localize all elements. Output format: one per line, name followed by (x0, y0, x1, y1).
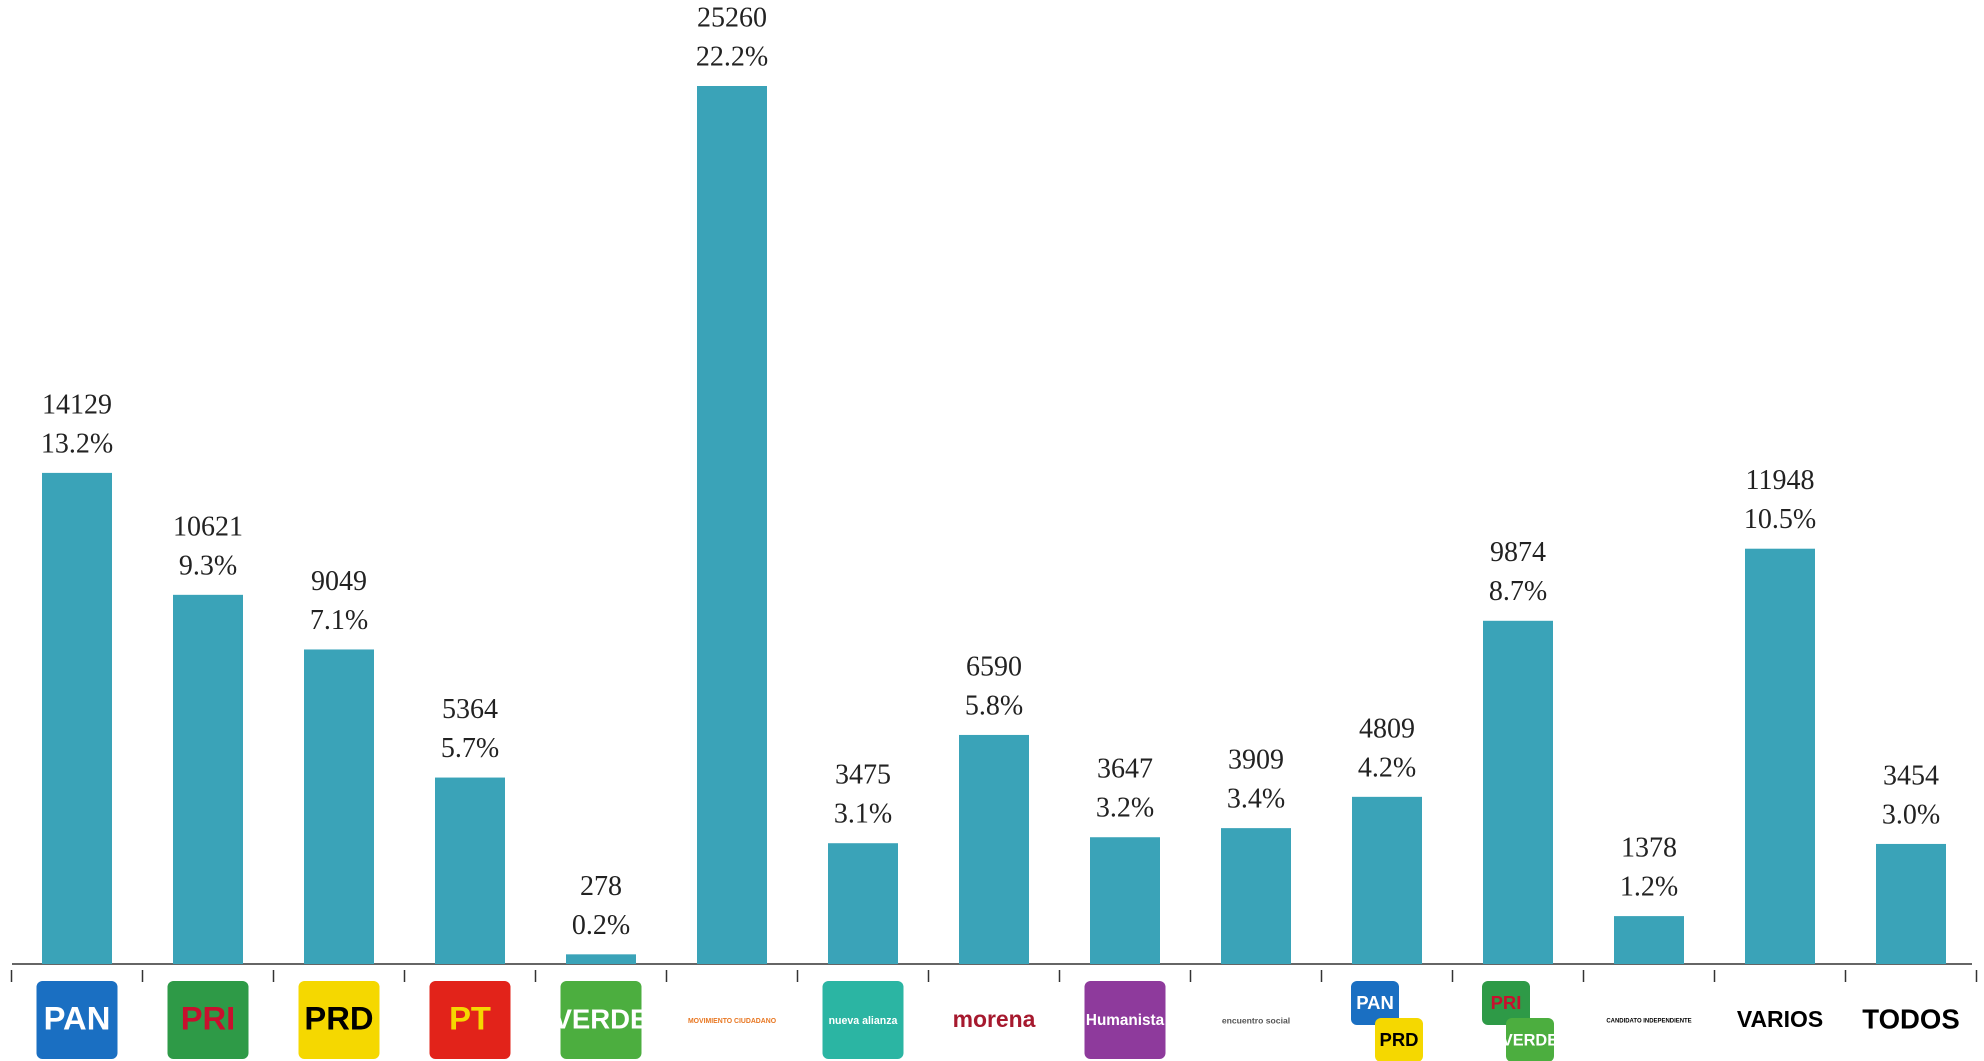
percent-label: 22.2% (696, 41, 768, 72)
category-label: TODOS (1862, 1003, 1959, 1034)
percent-label: 1.2% (1620, 872, 1678, 903)
percent-label: 3.4% (1227, 784, 1285, 815)
bar (1090, 837, 1160, 964)
value-label: 11948 (1746, 465, 1815, 496)
party-logo (691, 981, 773, 1059)
category-label: VARIOS (1737, 1006, 1823, 1032)
bar (42, 472, 112, 964)
category-label: PAN (1356, 992, 1394, 1013)
percent-label: 3.0% (1882, 799, 1940, 830)
category-label: morena (953, 1006, 1036, 1032)
party-logo (822, 981, 904, 1059)
category-label: encuentro social (1222, 1015, 1290, 1025)
category-label: PRI (1491, 992, 1522, 1013)
percent-label: 5.7% (441, 733, 499, 764)
bar (1614, 916, 1684, 964)
party-logo (1084, 981, 1166, 1059)
category-label: MOVIMIENTO CIUDADANO (688, 1018, 777, 1025)
party-logo (1215, 981, 1297, 1059)
value-label: 3909 (1228, 745, 1284, 776)
category-label: CANDIDATO INDEPENDIENTE (1606, 1019, 1691, 1025)
value-label: 4809 (1359, 713, 1415, 744)
bar (697, 86, 767, 964)
party-logo (298, 981, 380, 1059)
value-label: 9874 (1490, 537, 1546, 568)
party-logo (1870, 981, 1952, 1059)
bar (566, 954, 636, 964)
value-label: 278 (580, 871, 622, 902)
category-label: nueva alianza (829, 1015, 898, 1027)
bar (1352, 796, 1422, 964)
party-logo (1739, 981, 1821, 1059)
party-logo (1608, 981, 1690, 1059)
category-label: PAN (44, 1000, 111, 1037)
party-logo (1482, 981, 1530, 1025)
value-label: 3475 (835, 760, 891, 791)
value-label: 10621 (173, 511, 243, 542)
percent-label: 13.2% (41, 428, 113, 459)
percent-label: 3.1% (834, 799, 892, 830)
value-label: 5364 (442, 694, 498, 725)
bar (173, 594, 243, 964)
percent-label: 3.2% (1096, 793, 1154, 824)
party-logo (560, 981, 642, 1059)
category-label: VERDE (554, 1003, 649, 1034)
percent-label: 9.3% (179, 550, 237, 581)
bar (1876, 843, 1946, 964)
category-label: PRI (181, 1000, 236, 1037)
value-label: 9049 (311, 566, 367, 597)
party-logo (1506, 1018, 1554, 1061)
party-logo (953, 981, 1035, 1059)
percent-label: 10.5% (1744, 504, 1816, 535)
value-label: 1378 (1621, 833, 1677, 864)
bar (1483, 620, 1553, 964)
bar (828, 843, 898, 964)
bar (1221, 828, 1291, 964)
value-label: 6590 (966, 651, 1022, 682)
percent-label: 4.2% (1358, 752, 1416, 783)
value-label: 3454 (1883, 760, 1939, 791)
percent-label: 5.8% (965, 690, 1023, 721)
party-logo (1351, 981, 1399, 1025)
category-label: PRD (1380, 1029, 1419, 1050)
party-logo (1375, 1018, 1423, 1061)
category-label: PRD (304, 1000, 373, 1037)
party-logo (36, 981, 118, 1059)
party-logo (167, 981, 249, 1059)
percent-label: 8.7% (1489, 576, 1547, 607)
bar (1745, 548, 1815, 964)
value-label: 3647 (1097, 754, 1153, 785)
category-label: PT (449, 1000, 491, 1037)
percent-label: 0.2% (572, 910, 630, 941)
bar (435, 777, 505, 964)
category-label: Humanista (1086, 1012, 1165, 1029)
bar (304, 649, 374, 964)
percent-label: 7.1% (310, 605, 368, 636)
value-label: 14129 (42, 389, 112, 420)
party-logo (429, 981, 511, 1059)
value-label: 25260 (697, 2, 767, 33)
bar (959, 734, 1029, 964)
category-label: VERDE (1502, 1031, 1558, 1049)
